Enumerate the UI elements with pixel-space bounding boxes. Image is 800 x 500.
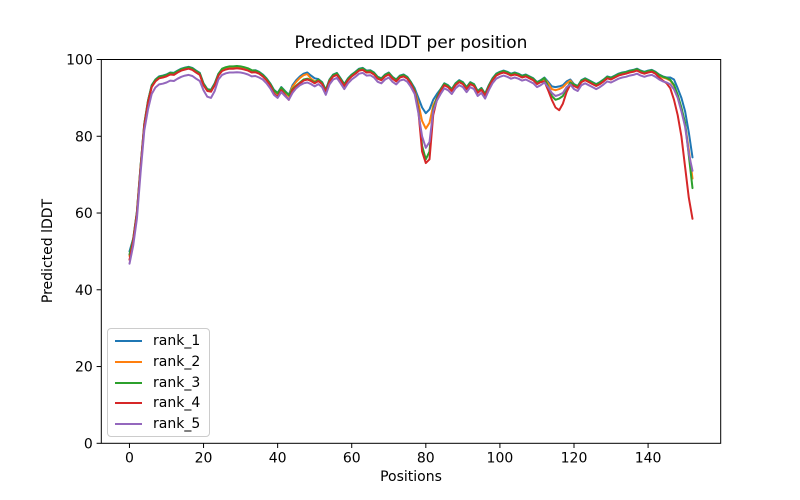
legend-line-sample-rank-1 bbox=[115, 339, 142, 342]
legend-label: rank_3 bbox=[153, 374, 201, 391]
x-tick-label: 0 bbox=[125, 450, 134, 466]
y-tick-label: 80 bbox=[75, 129, 93, 145]
legend-entry: rank_3 bbox=[108, 372, 209, 393]
x-tick-label: 40 bbox=[269, 450, 287, 466]
x-tick-label: 100 bbox=[487, 450, 514, 466]
legend-entry: rank_4 bbox=[108, 393, 209, 414]
legend-label: rank_2 bbox=[153, 353, 201, 370]
legend: rank_1 rank_2 rank_3 rank_4 rank_5 bbox=[107, 328, 210, 437]
legend-line-sample-rank-4 bbox=[115, 402, 142, 405]
series-line-rank_4 bbox=[128, 67, 694, 261]
plot-border bbox=[100, 59, 722, 444]
y-tick-label: 20 bbox=[75, 360, 93, 376]
legend-entry: rank_2 bbox=[108, 351, 209, 372]
x-tick-label: 20 bbox=[195, 450, 213, 466]
legend-line-sample-rank-2 bbox=[115, 360, 142, 363]
series-line-rank_5 bbox=[128, 71, 694, 265]
series-line-rank_2 bbox=[128, 66, 694, 257]
y-tick-label: 40 bbox=[75, 283, 93, 299]
x-tick-label: 80 bbox=[417, 450, 435, 466]
legend-label: rank_1 bbox=[153, 332, 201, 349]
legend-line-sample-rank-5 bbox=[115, 423, 142, 426]
y-tick-label: 100 bbox=[66, 53, 93, 69]
legend-line-sample-rank-3 bbox=[115, 381, 142, 384]
x-tick-label: 120 bbox=[561, 450, 588, 466]
legend-label: rank_4 bbox=[153, 395, 201, 412]
legend-entry: rank_1 bbox=[108, 331, 209, 352]
x-tick-label: 60 bbox=[343, 450, 361, 466]
y-axis-label-text: Predicted lDDT bbox=[40, 198, 56, 304]
legend-label: rank_5 bbox=[153, 416, 201, 433]
y-tick-label: 60 bbox=[75, 206, 93, 222]
x-axis-label: Positions bbox=[380, 469, 442, 485]
y-tick-label: 0 bbox=[84, 436, 93, 452]
chart-title: Predicted lDDT per position bbox=[294, 33, 528, 53]
x-tick-label: 140 bbox=[635, 450, 662, 466]
legend-entry: rank_5 bbox=[108, 414, 209, 435]
